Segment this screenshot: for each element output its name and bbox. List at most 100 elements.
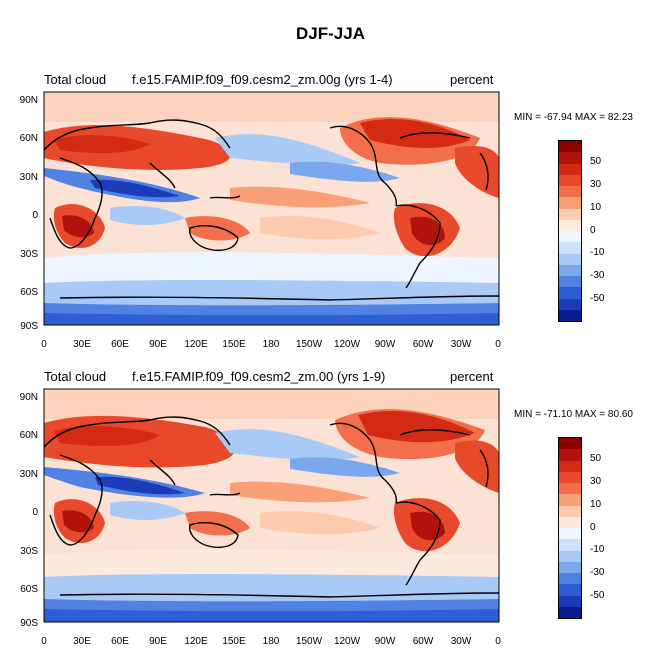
lat-label: 60N [20,133,38,144]
coastlines [43,416,500,598]
colorbar-swatch [559,483,581,495]
colorbar-swatch [559,550,581,562]
colorbar-swatch [559,528,581,540]
lon-label: 150E [222,636,246,647]
coastlines [43,119,500,301]
main-title: DJF-JJA [296,24,365,43]
lat-label: 30S [20,546,38,557]
min-max-stats: MIN = -67.94 MAX = 82.23 [514,112,633,123]
colorbar-swatch [559,231,581,243]
case-label: f.e15.FAMIP.f09_f09.cesm2_zm.00 (yrs 1-9… [132,369,386,384]
colorbar-swatch [559,494,581,506]
colorbar-swatch [559,505,581,517]
map-plot: 90N 60N 30N 0 30S 60S 90S 0 30E 60E 90E … [20,388,502,647]
variable-label: Total cloud [44,369,107,384]
lat-label: 90N [20,392,38,403]
lon-label: 0 [41,636,47,647]
colorbar-swatch [559,264,581,276]
colorbar-label: 0 [590,225,596,236]
colorbar-label: -50 [590,590,605,601]
lon-label: 30W [451,636,472,647]
colorbar-swatch [559,242,581,254]
min-max-stats: MIN = -71.10 MAX = 80.60 [514,409,633,420]
colorbar-swatch [559,539,581,551]
colorbar-swatch [559,584,581,596]
lon-label: 0 [41,339,47,350]
panel-1: Total cloud f.e15.FAMIP.f09_f09.cesm2_zm… [0,68,661,368]
lat-label: 30S [20,249,38,260]
colorbar-swatch [559,219,581,231]
colorbar-swatch [559,516,581,528]
colorbar-swatch [559,298,581,310]
lat-label: 0 [32,507,38,518]
colorbar-swatch [559,449,581,461]
colorbar-swatch [559,208,581,220]
colorbar-swatch [559,276,581,288]
lon-label: 120E [184,636,208,647]
lat-label: 60S [20,584,38,595]
lat-label: 90S [20,618,38,629]
colorbar-swatch [559,595,581,607]
colorbar-label: 30 [590,476,602,487]
colorbar-label: 10 [590,499,602,510]
lat-label: 90S [20,321,38,332]
map-frame [43,388,500,623]
lat-label: 0 [32,210,38,221]
colorbar-swatch [559,152,581,164]
colorbar-label: -30 [590,567,605,578]
lat-label: 60N [20,430,38,441]
colorbar-swatch [559,573,581,585]
colorbar [558,140,582,322]
lon-label: 150W [296,339,323,350]
colorbar-swatch [559,186,581,198]
colorbar-label: 30 [590,179,602,190]
colorbar-swatch [559,561,581,573]
lon-label: 60W [413,339,434,350]
lat-label: 30N [20,172,38,183]
lon-label: 150E [222,339,246,350]
colorbar-swatch [559,471,581,483]
colorbar-swatch [559,163,581,175]
lon-label: 90W [375,339,396,350]
colorbar-swatch [559,253,581,265]
lon-label: 30E [73,339,91,350]
case-label: f.e15.FAMIP.f09_f09.cesm2_zm.00g (yrs 1-… [132,72,393,87]
axis-labels: 90N 60N 30N 0 30S 60S 90S 0 30E 60E 90E … [20,95,502,350]
colorbar-swatch [559,141,581,153]
lon-label: 60E [111,339,129,350]
lon-label: 0 [495,339,501,350]
colorbar-label: -30 [590,270,605,281]
colorbar-label: 0 [590,522,596,533]
cloud-field [44,389,499,622]
lat-label: 30N [20,469,38,480]
lon-label: 60W [413,636,434,647]
colorbar-swatch [559,309,581,321]
lon-label: 90W [375,636,396,647]
lat-label: 60S [20,287,38,298]
panel-2: Total cloud f.e15.FAMIP.f09_f09.cesm2_zm… [0,365,661,665]
colorbar-swatch [559,174,581,186]
lon-label: 30E [73,636,91,647]
map-plot: 90N 60N 30N 0 30S 60S 90S 0 30E 60E 90E … [20,91,502,350]
colorbar-label: 10 [590,202,602,213]
axis-labels: 90N 60N 30N 0 30S 60S 90S 0 30E 60E 90E … [20,392,502,647]
lon-label: 180 [263,636,280,647]
cloud-field [44,92,499,325]
lon-label: 150W [296,636,323,647]
lon-label: 90E [149,636,167,647]
lon-label: 180 [263,339,280,350]
units-label: percent [450,369,494,384]
colorbar-label: 50 [590,156,602,167]
units-label: percent [450,72,494,87]
variable-label: Total cloud [44,72,107,87]
colorbar-swatch [559,606,581,618]
lon-label: 90E [149,339,167,350]
lon-label: 120E [184,339,208,350]
lon-label: 120W [334,636,361,647]
lon-label: 0 [495,636,501,647]
lat-label: 90N [20,95,38,106]
map-frame [43,91,500,326]
colorbar-label: -10 [590,544,605,555]
lon-label: 120W [334,339,361,350]
colorbar-swatch [559,197,581,209]
